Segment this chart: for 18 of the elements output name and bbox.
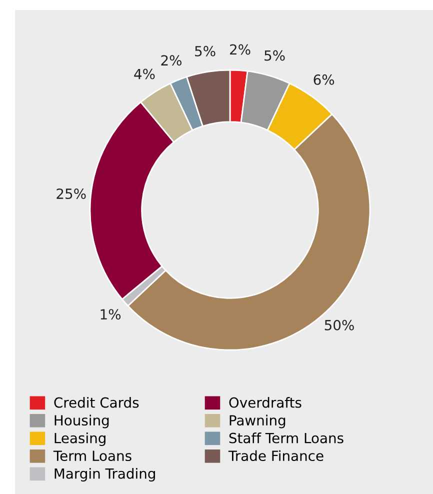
data-label: 4%	[134, 68, 155, 80]
data-label: 1%	[100, 309, 121, 320]
data-label: 2%	[161, 55, 182, 66]
data-label: 6%	[314, 74, 334, 85]
legend-label: Housing	[54, 414, 109, 428]
legend-label: Credit Cards	[54, 397, 139, 408]
legend-label: Margin Trading	[54, 468, 155, 482]
data-label: 25%	[56, 188, 86, 200]
legend-label: Pawning	[230, 414, 286, 428]
legend-label: Staff Term Loans	[229, 432, 344, 444]
legend-label: Trade Finance	[228, 450, 324, 462]
data-label: 50%	[324, 320, 354, 330]
data-label: 2%	[230, 44, 250, 55]
legend-label: Overdrafts	[229, 397, 302, 408]
data-label: 5%	[264, 50, 285, 61]
legend-label: Term Loans	[53, 450, 132, 462]
legend-label: Leasing	[54, 432, 106, 446]
data-label: 5%	[195, 46, 216, 56]
